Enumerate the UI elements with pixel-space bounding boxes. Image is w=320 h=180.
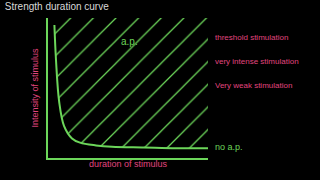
svg-text:threshold stimulation: threshold stimulation xyxy=(215,33,288,42)
svg-text:Strength duration curve: Strength duration curve xyxy=(5,1,109,12)
svg-text:duration of stimulus: duration of stimulus xyxy=(89,159,168,169)
svg-text:a.p.: a.p. xyxy=(121,36,138,47)
svg-text:no a.p.: no a.p. xyxy=(215,142,243,152)
svg-text:Intensity of stimulus: Intensity of stimulus xyxy=(30,48,40,128)
svg-text:very intense stimulation: very intense stimulation xyxy=(215,57,299,66)
svg-text:Very weak stimulation: Very weak stimulation xyxy=(215,81,292,90)
